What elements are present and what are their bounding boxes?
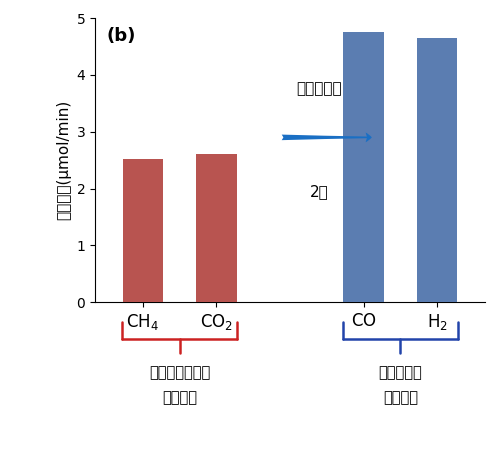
Text: 合成ガスの: 合成ガスの [378,365,422,380]
Text: 化学量論的: 化学量論的 [296,82,342,97]
Text: 消費速度: 消費速度 [162,390,197,405]
Bar [417,38,458,302]
Bar [344,32,384,302]
Text: 生成速度: 生成速度 [383,390,418,405]
Y-axis label: 反応速度(μmol/min): 反応速度(μmol/min) [56,100,71,220]
Text: 2倍: 2倍 [310,184,329,199]
Text: 温室効果ガスの: 温室効果ガスの [149,365,210,380]
Bar [122,159,163,302]
Text: (b): (b) [106,27,136,45]
Bar [196,154,236,302]
